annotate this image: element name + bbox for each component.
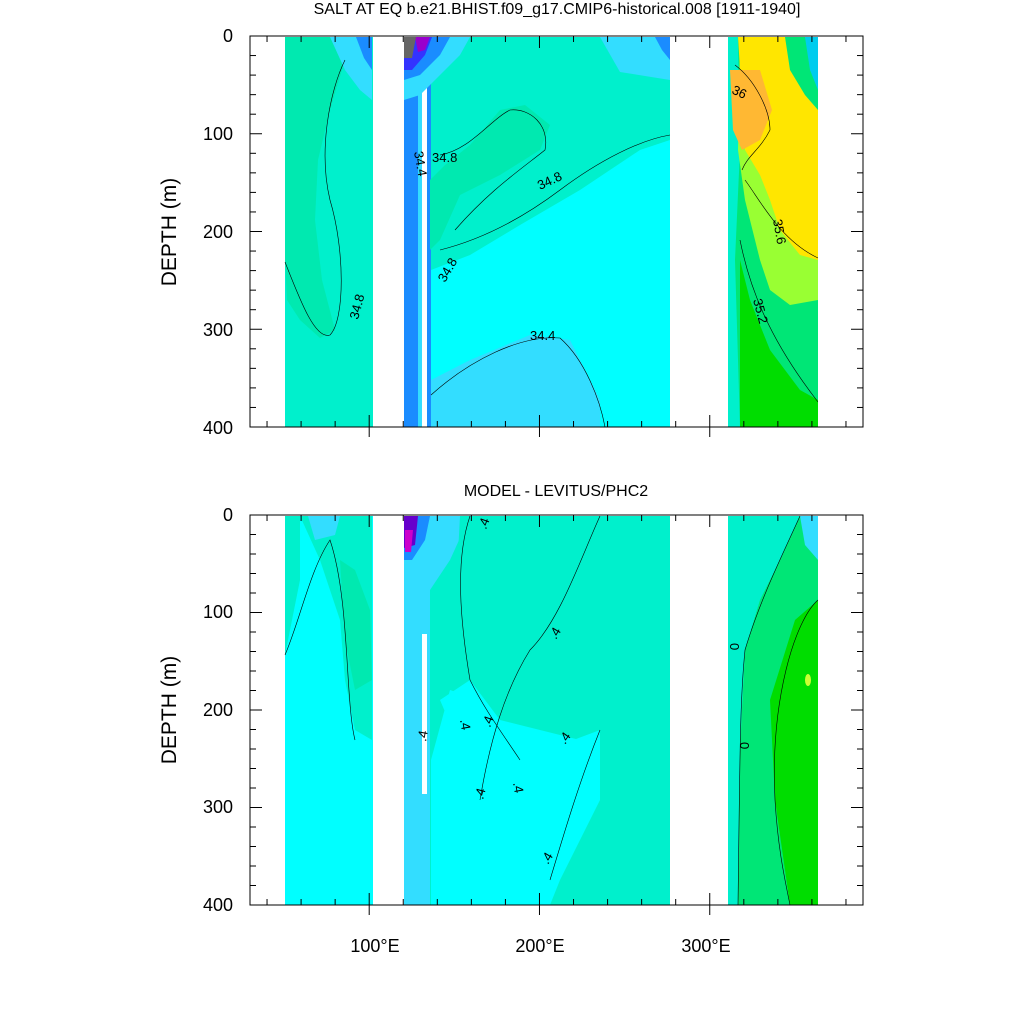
bottom-plot-title: MODEL - LEVITUS/PHC2 xyxy=(464,483,648,500)
top-field-atlantic-deep xyxy=(740,260,818,427)
top-field-pacific-w3 xyxy=(427,37,431,427)
contour-label: .4 xyxy=(510,781,527,794)
y-tick-label: 300 xyxy=(203,797,233,817)
top-field-pacific-w1 xyxy=(404,37,418,427)
y-tick-label: 100 xyxy=(203,602,233,622)
bottom-field-atlantic-surface xyxy=(800,516,818,560)
y-tick-label: 400 xyxy=(203,418,233,438)
bottom-contours xyxy=(284,515,819,906)
bottom-contour-pacific-a xyxy=(460,515,521,761)
top-field-indian-high xyxy=(285,37,345,338)
contour-label: 0 xyxy=(727,643,742,650)
top-field-atlantic-surface-b xyxy=(805,37,818,90)
y-tick-label: 300 xyxy=(203,320,233,340)
top-x-ticks xyxy=(266,36,847,437)
top-panel: SALT AT EQ b.e21.BHIST.f09_g17.CMIP6-his… xyxy=(158,1,864,438)
bottom-field-indian-neg xyxy=(308,516,340,540)
top-field-pacific-east xyxy=(600,37,670,80)
top-contour-atlantic-36 xyxy=(734,64,771,171)
top-y-ticks xyxy=(250,35,863,428)
bottom-contour-atlantic-b xyxy=(774,599,819,906)
top-field-pacific-mid-high xyxy=(430,105,550,250)
top-y-axis-title: DEPTH (m) xyxy=(158,178,181,287)
top-y-tick-labels: 0 100 200 300 400 xyxy=(203,26,233,438)
bottom-field-atlantic-zero xyxy=(728,516,800,905)
bottom-field-atlantic-maxpos xyxy=(805,674,811,686)
contour-label: 0 xyxy=(737,742,752,749)
x-tick-label: 100°E xyxy=(350,936,399,956)
contour-label: 34.8 xyxy=(346,292,367,320)
bottom-field-pacific-deepneg-c xyxy=(405,530,413,552)
top-contour-indian xyxy=(284,59,346,336)
bottom-contour-atlantic-a xyxy=(737,515,801,906)
top-contour-pacific-348a xyxy=(439,109,547,231)
contour-label: 36 xyxy=(730,82,749,102)
y-tick-label: 200 xyxy=(203,700,233,720)
top-contour-pacific-348b xyxy=(439,134,671,251)
top-field-indian-low xyxy=(330,37,372,100)
top-contours xyxy=(284,59,819,428)
bottom-field-indian-pos xyxy=(340,560,372,690)
contour-label: 35.2 xyxy=(750,297,771,325)
y-tick-label: 100 xyxy=(203,124,233,144)
bottom-contour-pacific-b xyxy=(479,515,601,801)
y-tick-label: 200 xyxy=(203,222,233,242)
top-field-pacific-surface-e xyxy=(404,37,416,58)
bottom-field-pacific-neg xyxy=(404,516,470,905)
contour-label: 34.4 xyxy=(411,150,430,178)
top-field-pacific-surface-d xyxy=(415,37,430,52)
contour-label: .4 xyxy=(471,786,488,800)
contour-label: .4 xyxy=(475,516,493,531)
top-salinity-field xyxy=(285,37,818,427)
bottom-field-pacific-mid xyxy=(440,680,580,790)
top-contour-atlantic-356 xyxy=(744,179,819,259)
contour-label: 34.8 xyxy=(432,150,457,165)
y-tick-label: 0 xyxy=(223,26,233,46)
top-field-atlantic-peak xyxy=(730,70,772,150)
bottom-difference-field xyxy=(285,516,818,905)
contour-label: .4 xyxy=(457,718,474,731)
top-field-pacific-east-b xyxy=(655,37,670,60)
bottom-y-axis-title: DEPTH (m) xyxy=(158,656,181,765)
contour-label: 35.6 xyxy=(770,218,789,246)
top-field-pacific-w2 xyxy=(418,37,422,427)
bottom-x-ticks xyxy=(266,515,847,915)
bottom-contour-indian xyxy=(284,539,356,741)
contour-label: 34.4 xyxy=(530,328,555,343)
bottom-field-indian-zero-b xyxy=(285,516,300,655)
top-contour-atlantic-352 xyxy=(739,239,819,403)
y-tick-label: 0 xyxy=(223,505,233,525)
contour-label: .4 xyxy=(479,714,497,729)
bottom-y-ticks xyxy=(250,514,863,906)
contour-label: .4 xyxy=(414,729,431,742)
y-tick-label: 400 xyxy=(203,895,233,915)
top-contour-pacific-344 xyxy=(430,337,606,428)
top-field-indian-lower xyxy=(356,37,372,70)
bottom-contour-pacific-c xyxy=(549,729,601,881)
bottom-panel: MODEL - LEVITUS/PHC2 xyxy=(158,483,864,956)
top-plot-title: SALT AT EQ b.e21.BHIST.f09_g17.CMIP6-his… xyxy=(314,1,801,18)
bottom-field-pacific-upper xyxy=(455,516,600,690)
bottom-y-tick-labels: 0 100 200 300 400 xyxy=(203,505,233,915)
x-tick-label: 300°E xyxy=(681,936,730,956)
bottom-x-tick-labels: 100°E 200°E 300°E xyxy=(350,936,730,956)
x-tick-label: 200°E xyxy=(515,936,564,956)
top-field-pacific-deeper xyxy=(431,335,600,427)
